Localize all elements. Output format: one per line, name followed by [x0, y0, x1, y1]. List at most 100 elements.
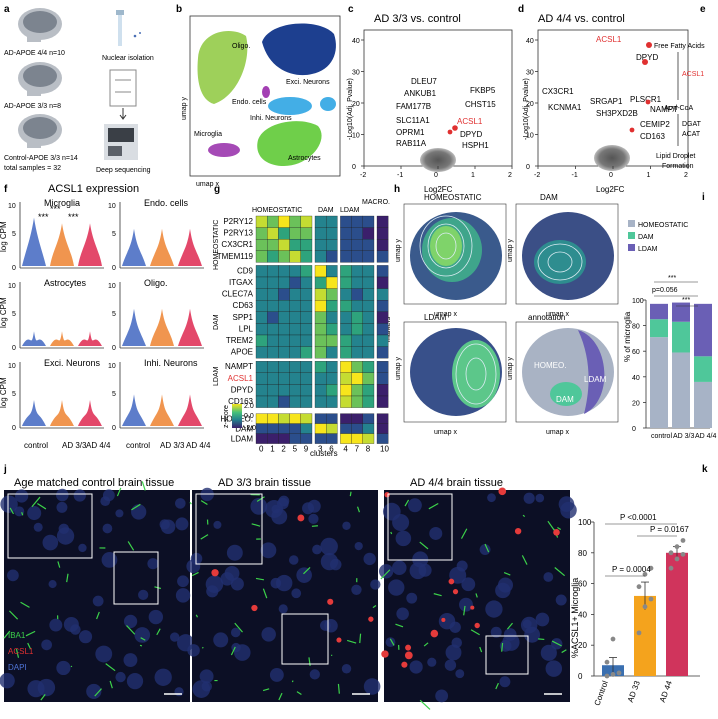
iba1-process — [189, 501, 192, 505]
iba1-process — [311, 525, 318, 527]
y-tick-label: 40 — [578, 610, 587, 619]
iba1-process — [140, 637, 146, 641]
heatmap-cell — [376, 372, 389, 385]
dapi-nucleus — [309, 669, 320, 680]
heatmap-cell — [351, 239, 363, 251]
pathway-acsl1: ACSL1 — [682, 71, 704, 78]
point-plscr1 — [645, 99, 651, 105]
heatmap-cell — [340, 239, 352, 251]
heatmap-cell — [289, 311, 301, 324]
dapi-nucleus — [123, 653, 138, 667]
heatmap-cell — [362, 227, 375, 240]
cluster-label: 5 — [293, 445, 298, 454]
iba1-process — [94, 688, 102, 697]
panel-label-a: a — [4, 4, 10, 15]
cluster-label: 3 — [318, 445, 323, 454]
heatmap-cell — [267, 311, 279, 324]
iba1-process — [395, 623, 404, 628]
heatmap-cell — [300, 334, 313, 347]
sequencer-icon — [104, 124, 138, 160]
heatmap-cell — [376, 215, 389, 228]
iba1-process — [8, 610, 19, 620]
cluster-group-header: LDAM — [340, 207, 360, 214]
y-tick-label: 30 — [352, 70, 360, 77]
gene-label-highlight: ACSL1 — [457, 117, 483, 126]
dapi-nucleus — [260, 542, 277, 559]
dapi-nucleus — [92, 595, 104, 607]
x-tick-label: control — [651, 433, 672, 440]
iba1-process — [15, 648, 20, 658]
dapi-nucleus — [230, 627, 241, 638]
heatmap-cell — [351, 361, 363, 373]
cohort-apoe44: AD-APOE 4/4 n=10 — [4, 50, 65, 57]
pathway-acat: ACAT — [682, 131, 701, 138]
acsl1-signal — [405, 644, 412, 651]
heatmap-cell — [340, 384, 352, 397]
label-astro: Astrocytes — [288, 155, 321, 162]
violin — [78, 400, 102, 426]
data-point — [610, 636, 616, 642]
heatmap-cell — [255, 300, 268, 312]
dapi-nucleus — [459, 597, 473, 612]
heatmap-cell — [278, 276, 290, 289]
heatmap-cell — [278, 215, 290, 228]
heatmap-cell — [300, 372, 313, 385]
iba1-process — [251, 523, 261, 527]
marker-label: APOE — [231, 348, 253, 357]
heatmap-cell — [362, 288, 375, 301]
anno-label: DAM — [556, 395, 574, 404]
acsl1-signal — [384, 492, 390, 498]
heatmap-cell — [340, 372, 352, 385]
umap-frame — [189, 15, 341, 177]
iba1-process — [423, 642, 429, 647]
violin — [122, 228, 146, 266]
cell-type-label: Exci. Neurons — [44, 358, 101, 368]
violin — [22, 400, 46, 426]
heatmap-cell — [340, 311, 352, 324]
heatmap-cell — [340, 346, 352, 359]
iba1-process — [346, 639, 357, 644]
legend-label: HOMEOSTATIC — [638, 222, 688, 229]
score-cell — [278, 413, 290, 424]
heatmap-cell — [255, 323, 268, 336]
iba1-process — [303, 566, 311, 575]
y-tick-label: 5 — [12, 391, 16, 398]
heatmap-cell — [314, 265, 327, 278]
heatmap-cell — [267, 323, 279, 336]
dapi-nucleus — [429, 526, 443, 540]
inset-frame — [485, 635, 529, 675]
heatmap-cell — [340, 265, 352, 278]
panel-label-k: k — [702, 464, 708, 475]
y-tick-label: 10 — [8, 363, 16, 370]
dapi-nucleus — [56, 501, 68, 513]
dapi-nucleus — [278, 604, 288, 614]
y-tick-label: 100 — [632, 298, 644, 305]
iba1-process — [25, 630, 36, 637]
heatmap-cell — [340, 215, 352, 228]
y-tick-label: 10 — [526, 133, 534, 140]
iba1-process — [96, 611, 100, 620]
sig-marker: *** — [50, 204, 61, 214]
volcano-title-d: AD 4/4 vs. control — [538, 13, 625, 25]
violin — [178, 228, 202, 266]
dapi-nucleus — [277, 497, 289, 510]
marker-label: DPYD — [231, 385, 253, 394]
marker-label: CD163 — [228, 397, 253, 406]
y-tick-label: 10 — [8, 283, 16, 290]
label-microglia: Microglia — [194, 131, 222, 138]
marker-label: LPL — [239, 324, 254, 333]
sig-marker: *** — [38, 212, 49, 222]
heatmap-cell — [314, 276, 327, 289]
dapi-nucleus — [126, 672, 144, 690]
heatmap-cell — [362, 215, 375, 228]
marker-label: P2RY12 — [223, 217, 253, 226]
dapi-nucleus — [175, 498, 186, 509]
anno-label: LDAM — [584, 375, 607, 384]
data-point — [668, 550, 674, 556]
heatmap-cell — [376, 361, 389, 373]
data-point — [674, 544, 680, 550]
panel-i: i HOMEOSTATIC DAM LDAM 0 20 40 60 80 100 contr… — [623, 192, 717, 440]
heatmap-cell — [255, 384, 268, 397]
iba1-process — [522, 514, 526, 518]
plot-frame — [363, 29, 513, 167]
